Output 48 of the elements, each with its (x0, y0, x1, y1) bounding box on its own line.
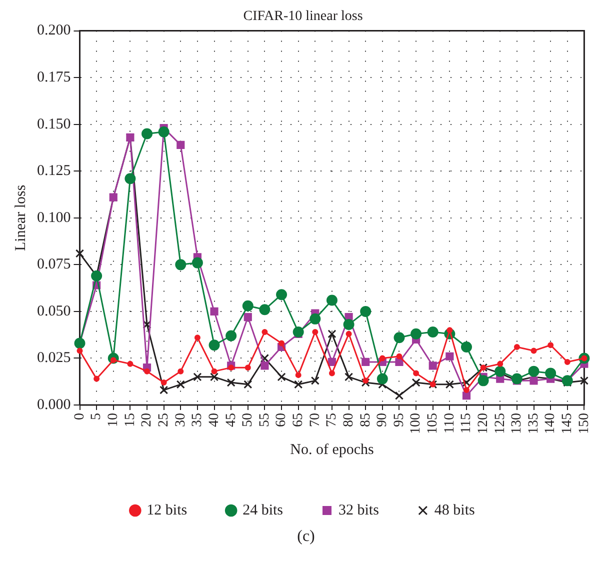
x-tick-label: 125 (492, 413, 508, 434)
x-tick-label: 150 (576, 413, 592, 434)
y-tick-label: 0.100 (37, 210, 71, 226)
y-tick-label: 0.000 (37, 396, 71, 413)
x-tick-label: 80 (341, 413, 356, 427)
x-tick-label: 85 (358, 413, 374, 427)
legend-label: 24 bits (242, 502, 284, 518)
x-tick-label: 50 (240, 413, 256, 427)
chart-title: CIFAR-10 linear loss (243, 9, 363, 24)
x-tick-label: 130 (510, 413, 525, 434)
x-tick-label: 5 (89, 413, 104, 420)
x-tick-label: 95 (392, 413, 407, 427)
x-tick-label: 70 (308, 413, 323, 427)
x-tick-label: 100 (408, 413, 424, 434)
x-tick-label: 15 (122, 413, 138, 427)
x-tick-label: 30 (173, 413, 188, 427)
legend-label: 48 bits (434, 502, 476, 518)
legend-label: 32 bits (338, 502, 380, 518)
y-axis-title: Linear loss (12, 184, 29, 252)
x-tick-label: 145 (560, 413, 576, 434)
x-tick-label: 120 (476, 413, 491, 434)
y-tick-label: 0.075 (37, 256, 71, 273)
y-tick-label: 0.175 (37, 70, 71, 86)
y-tick-label: 0.050 (37, 303, 71, 320)
x-tick-label: 115 (459, 413, 474, 434)
x-tick-label: 75 (324, 413, 340, 427)
x-tick-label: 105 (426, 413, 441, 434)
x-axis-title: No. of epochs (290, 442, 374, 458)
y-tick-label: 0.200 (37, 22, 71, 39)
x-tick-label: 60 (274, 413, 290, 427)
x-tick-label: 20 (140, 413, 155, 427)
y-tick-label: 0.125 (37, 163, 71, 180)
x-tick-label: 140 (543, 413, 558, 434)
y-tick-label: 0.025 (37, 350, 71, 366)
x-tick-label: 55 (257, 413, 272, 427)
text: (c) (296, 528, 316, 546)
x-tick-label: 65 (291, 413, 306, 427)
x-tick-label: 40 (206, 413, 222, 427)
x-tick-label: 45 (224, 413, 239, 427)
x-tick-label: 0 (72, 413, 88, 420)
x-tick-label: 135 (526, 413, 542, 434)
x-tick-label: 10 (106, 413, 122, 427)
x-tick-label: 25 (156, 413, 172, 427)
y-tick-label: 0.150 (37, 116, 71, 132)
x-tick-label: 35 (190, 413, 206, 427)
x-tick-label: 90 (375, 413, 390, 427)
x-tick-label: 110 (442, 413, 458, 434)
legend-label: 12 bits (146, 502, 188, 518)
